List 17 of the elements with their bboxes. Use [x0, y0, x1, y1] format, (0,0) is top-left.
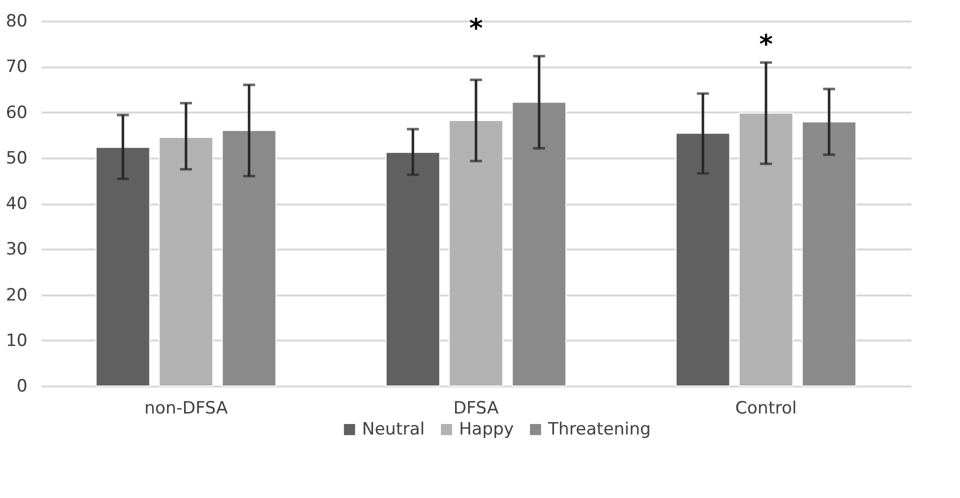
x-tick-label: Control — [735, 398, 797, 418]
annotation: * — [759, 30, 774, 60]
x-tick-label: DFSA — [453, 398, 500, 418]
y-tick-label: 60 — [6, 102, 28, 123]
y-tick-label: 0 — [16, 376, 28, 396]
x-tick-label: non-DFSA — [144, 398, 228, 418]
y-tick-label: 10 — [6, 330, 28, 351]
legend-label: Happy — [459, 420, 514, 440]
y-tick-label: 40 — [6, 194, 28, 214]
legend-label: Threatening — [547, 420, 651, 440]
annotation: * — [469, 14, 484, 44]
legend-label: Neutral — [362, 420, 425, 440]
y-tick-label: 70 — [6, 57, 28, 78]
y-tick-label: 80 — [6, 12, 28, 32]
y-tick-label: 20 — [6, 285, 28, 306]
y-tick-label: 50 — [6, 148, 28, 168]
y-tick-label: 30 — [6, 240, 28, 260]
